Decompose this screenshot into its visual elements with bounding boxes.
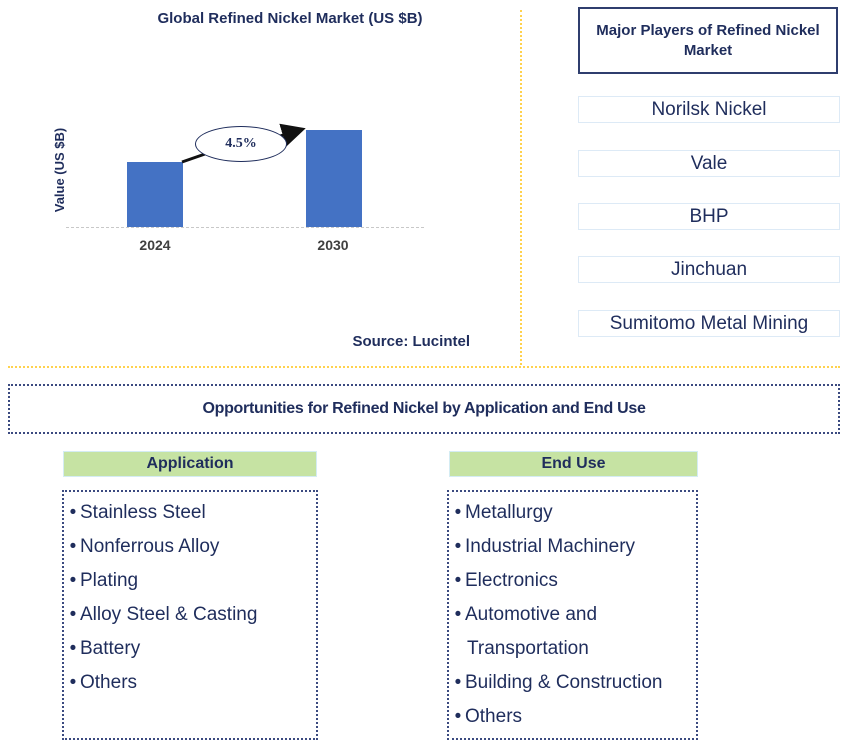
bullet-icon: • (69, 604, 77, 625)
list-item: • Metallurgy (451, 496, 696, 530)
player-item: Jinchuan (578, 256, 840, 283)
list-item: • Battery (66, 632, 316, 666)
bullet-icon: • (69, 502, 77, 523)
player-item: BHP (578, 203, 840, 230)
bullet-icon: • (69, 536, 77, 557)
chart-title: Global Refined Nickel Market (US $B) (157, 10, 423, 27)
list-item: • Plating (66, 564, 316, 598)
opportunities-title: Opportunities for Refined Nickel by Appl… (8, 384, 840, 434)
end-use-list: • Metallurgy • Industrial Machinery • Elect… (447, 490, 698, 740)
list-item: • Alloy Steel & Casting (66, 598, 316, 632)
bullet-icon: • (69, 672, 77, 693)
bullet-icon: • (454, 536, 462, 557)
player-item: Norilsk Nickel (578, 96, 840, 123)
cagr-badge: 4.5% (195, 126, 287, 162)
players-title: Major Players of Refined Nickel Market (578, 7, 838, 74)
bullet-icon: • (69, 570, 77, 591)
end-use-header: End Use (449, 451, 698, 477)
player-item: Vale (578, 150, 840, 177)
bullet-icon: • (454, 604, 462, 625)
x-axis-baseline (66, 227, 424, 228)
list-item: • Industrial Machinery (451, 530, 696, 564)
vertical-divider (520, 10, 522, 365)
x-tick-2030: 2030 (317, 237, 349, 253)
bullet-icon: • (69, 638, 77, 659)
list-item: • Stainless Steel (66, 496, 316, 530)
bullet-icon: • (454, 570, 462, 591)
list-item-continuation: Transportation (467, 638, 589, 659)
list-item: • Others (66, 666, 316, 700)
bar-2030 (306, 130, 362, 227)
bullet-icon: • (454, 672, 462, 693)
list-item: • Nonferrous Alloy (66, 530, 316, 564)
player-item: Sumitomo Metal Mining (578, 310, 840, 337)
bullet-icon: • (454, 706, 462, 727)
source-label: Source: Lucintel (352, 333, 470, 350)
bar-2024 (127, 162, 183, 227)
application-list: • Stainless Steel • Nonferrous Alloy • Plat… (62, 490, 318, 740)
application-header: Application (63, 451, 317, 477)
bullet-icon: • (454, 502, 462, 523)
list-item: • Electronics (451, 564, 696, 598)
list-item: • Automotive and (451, 598, 696, 632)
list-item: • Others (451, 700, 696, 734)
x-tick-2024: 2024 (139, 237, 171, 253)
list-item: • Building & Construction (451, 666, 696, 700)
horizontal-divider (8, 366, 840, 368)
